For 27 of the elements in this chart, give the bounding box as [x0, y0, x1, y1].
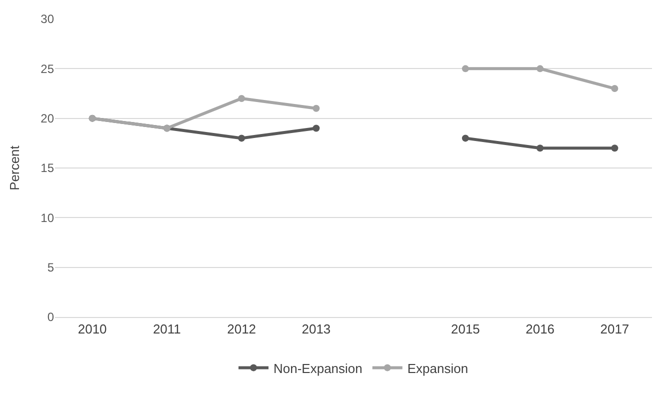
y-tick-label: 15	[40, 161, 54, 176]
point	[238, 134, 246, 142]
y-tick-label: 20	[40, 112, 54, 126]
x-tick-label: 2010	[78, 322, 107, 337]
y-tick-label: 5	[47, 260, 54, 275]
point	[312, 124, 320, 132]
y-tick-label: 30	[40, 12, 54, 26]
x-tick-label: 2012	[227, 322, 256, 337]
point	[611, 144, 618, 152]
point	[611, 85, 618, 92]
legend-label: Non-Expansion	[274, 360, 362, 376]
x-tick-label: 2017	[600, 322, 630, 337]
point	[312, 104, 320, 112]
x-tick-label: 2011	[152, 322, 181, 337]
x-tick-label: 2016	[526, 322, 555, 337]
point	[462, 134, 469, 142]
x-tick-label: 2015	[450, 322, 480, 337]
legend-label: Expansion	[407, 360, 468, 376]
y-tick-label: 10	[40, 210, 54, 225]
point	[462, 65, 469, 72]
point	[238, 94, 246, 102]
point	[536, 65, 544, 72]
x-tick-label: 2013	[302, 322, 331, 337]
point	[536, 144, 544, 152]
y-tick-label: 25	[40, 62, 54, 76]
y-axis-title: Percent	[7, 145, 22, 190]
y-tick-label: 0	[47, 310, 54, 324]
